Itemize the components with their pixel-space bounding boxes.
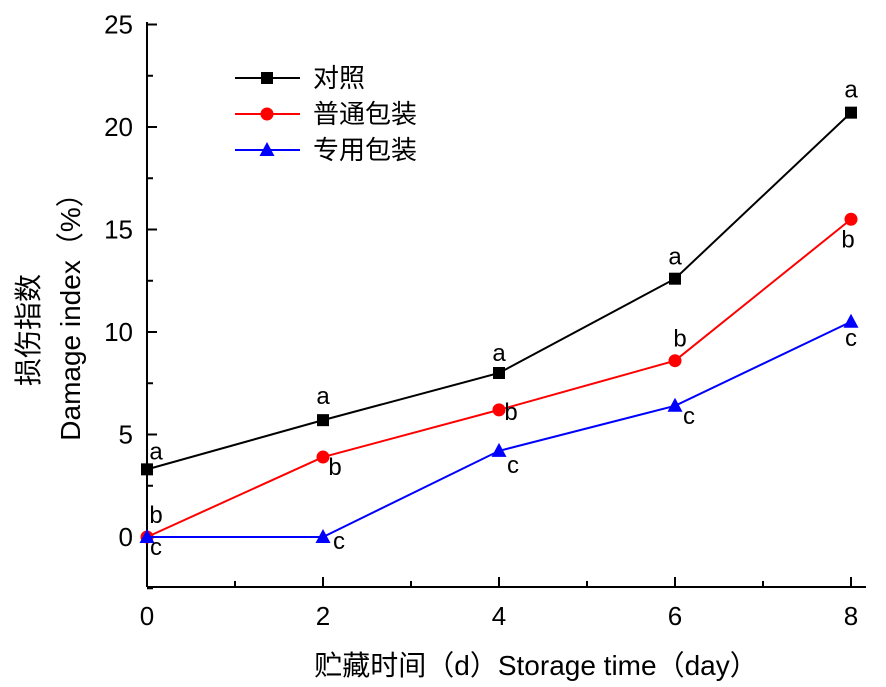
- significance-label: c: [150, 534, 162, 561]
- legend-item: 专用包装: [235, 135, 417, 165]
- legend-marker: [260, 107, 274, 121]
- y-tick-label: 10: [104, 317, 133, 347]
- significance-label: a: [844, 77, 858, 104]
- significance-label: c: [683, 403, 695, 430]
- significance-label: c: [507, 452, 519, 479]
- y-tick-label: 5: [119, 420, 133, 450]
- data-point: [316, 450, 330, 464]
- series-0: [141, 106, 857, 476]
- legend-label: 专用包装: [313, 135, 417, 165]
- y-axis-title: 损伤指数: [13, 274, 44, 386]
- significance-label: b: [149, 502, 162, 529]
- legend-item: 普通包装: [235, 99, 417, 129]
- significance-label: a: [316, 383, 330, 410]
- y-axis-title-cn: 损伤指数: [13, 274, 44, 386]
- data-point: [493, 367, 505, 379]
- significance-label: b: [673, 326, 686, 353]
- data-point: [844, 212, 858, 226]
- y-tick-label: 20: [104, 112, 133, 142]
- data-point: [668, 354, 682, 368]
- data-point: [317, 414, 329, 427]
- data-point: [667, 397, 683, 412]
- y-tick-label: 15: [104, 215, 133, 245]
- axes: 0 2 4 6 8 0 5 10 15 20 25: [104, 10, 866, 631]
- y-axis-title-en: Damage index（%）: [55, 179, 86, 440]
- significance-label: a: [668, 244, 682, 271]
- significance-label: a: [149, 438, 163, 465]
- significance-label: c: [333, 528, 345, 555]
- x-tick-label: 4: [492, 601, 506, 631]
- x-tick-label: 2: [316, 601, 330, 631]
- data-point: [141, 463, 153, 476]
- significance-label: a: [492, 340, 506, 367]
- data-point: [845, 106, 857, 119]
- significance-label: c: [845, 325, 857, 352]
- data-point: [492, 403, 506, 417]
- data-point: [491, 442, 507, 457]
- series-2: [139, 313, 859, 543]
- x-tick-label: 6: [668, 601, 682, 631]
- significance-label: b: [504, 399, 517, 426]
- y-tick-label: 25: [104, 10, 133, 40]
- significance-label: b: [841, 226, 854, 253]
- data-point: [843, 313, 859, 328]
- x-tick-label: 0: [140, 601, 154, 631]
- significance-label: b: [328, 454, 341, 481]
- x-tick-label: 8: [844, 601, 858, 631]
- legend-item: 对照: [235, 63, 365, 93]
- data-point: [315, 529, 331, 543]
- legend-label: 普通包装: [313, 99, 417, 129]
- y-tick-label: 0: [119, 522, 133, 552]
- data-point: [139, 529, 155, 543]
- x-axis-title: 贮藏时间（d）Storage time（day）: [314, 650, 757, 681]
- legend-label: 对照: [313, 63, 365, 93]
- series-layer: [139, 106, 859, 544]
- y-axis-title-en-group: Damage index（%）: [55, 179, 86, 440]
- data-point: [669, 272, 681, 285]
- legend-marker: [259, 142, 275, 156]
- legend-marker: [261, 72, 273, 84]
